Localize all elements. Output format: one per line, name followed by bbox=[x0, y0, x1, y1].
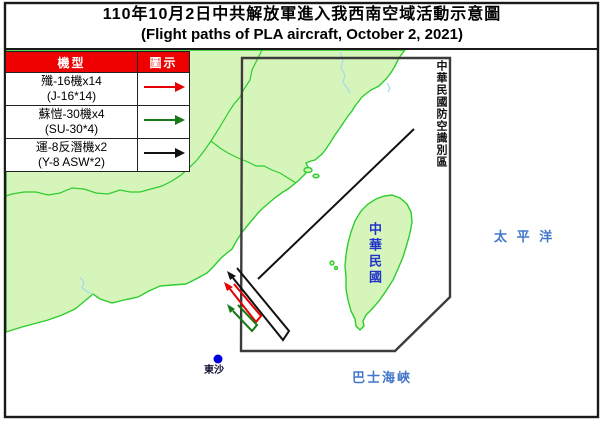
penghu-islet bbox=[333, 265, 339, 271]
flightpath-su30 bbox=[232, 304, 259, 333]
legend-header-row: 機型 圖示 bbox=[5, 51, 190, 73]
legend-aircraft-name: 蘇愷-30機x4 (SU-30*4) bbox=[5, 105, 138, 139]
taiwan-island bbox=[344, 194, 413, 331]
aircraft-name-zh: 運-8反潛機x2 bbox=[35, 140, 108, 154]
legend-symbol-cell bbox=[137, 105, 190, 139]
arrow-head bbox=[174, 82, 185, 92]
flightpath-j16 bbox=[229, 283, 263, 324]
legend-row-j16: 殲-16機x14 (J-16*14) bbox=[5, 72, 190, 106]
title-english: (Flight paths of PLA aircraft, October 2… bbox=[140, 26, 463, 43]
kinmen-island bbox=[303, 166, 313, 174]
legend-aircraft-name: 運-8反潛機x2 (Y-8 ASW*2) bbox=[5, 138, 138, 172]
kinmen-islet bbox=[312, 173, 320, 179]
aircraft-legend-table: 機型 圖示 殲-16機x14 (J-16*14) 蘇愷-30機x4 (SU-30… bbox=[5, 51, 190, 172]
bashi-channel-label: 巴士海峽 bbox=[352, 370, 413, 385]
pratas-island-label: 東沙 bbox=[204, 365, 224, 376]
right-arrow-icon bbox=[143, 82, 185, 92]
flightpath-su30-arrowhead-icon bbox=[227, 304, 235, 313]
title-chinese: 110年10月2日中共解放軍進入我西南空域活動示意圖 bbox=[102, 6, 502, 23]
min-river bbox=[339, 51, 351, 94]
pratas-island-dot bbox=[213, 354, 223, 364]
figure-title: 110年10月2日中共解放軍進入我西南空域活動示意圖 (Flight paths… bbox=[8, 5, 596, 49]
legend-header-symbol: 圖示 bbox=[137, 51, 190, 73]
pearl-river bbox=[79, 276, 94, 295]
legend-symbol-cell bbox=[137, 138, 190, 172]
flightpath-j16-arrowhead-icon bbox=[224, 282, 233, 291]
aircraft-name-en: (Y-8 ASW*2) bbox=[38, 155, 105, 169]
right-arrow-icon bbox=[143, 148, 185, 158]
flightpath-y8-arrowhead-icon bbox=[227, 271, 236, 280]
arrow-head bbox=[174, 115, 185, 125]
province-border-coastal bbox=[210, 140, 297, 184]
right-arrow-icon bbox=[143, 115, 185, 125]
legend-header-aircraft-type: 機型 bbox=[5, 51, 138, 73]
flightpath-y8 bbox=[232, 267, 291, 342]
legend-row-su30: 蘇愷-30機x4 (SU-30*4) bbox=[5, 105, 190, 139]
figure-frame bbox=[3, 1, 600, 419]
aircraft-name-zh: 蘇愷-30機x4 bbox=[38, 107, 105, 121]
aircraft-name-en: (SU-30*4) bbox=[44, 122, 99, 136]
legend-symbol-cell bbox=[137, 72, 190, 106]
arrow-head bbox=[174, 148, 185, 158]
taiwan-label: 中華民國 bbox=[367, 222, 382, 286]
adiz-sector-line bbox=[257, 128, 415, 280]
aircraft-name-en: (J-16*14) bbox=[46, 89, 97, 103]
adiz-zone-label: 中華民國防空識別區 bbox=[435, 60, 447, 168]
coastal-inlet bbox=[386, 82, 391, 93]
province-border-guangdong bbox=[5, 187, 121, 197]
legend-row-y8: 運-8反潛機x2 (Y-8 ASW*2) bbox=[5, 138, 190, 172]
penghu-island bbox=[329, 260, 335, 266]
legend-aircraft-name: 殲-16機x14 (J-16*14) bbox=[5, 72, 138, 106]
aircraft-name-zh: 殲-16機x14 bbox=[41, 74, 102, 88]
pacific-ocean-label: 太 平 洋 bbox=[494, 229, 556, 244]
